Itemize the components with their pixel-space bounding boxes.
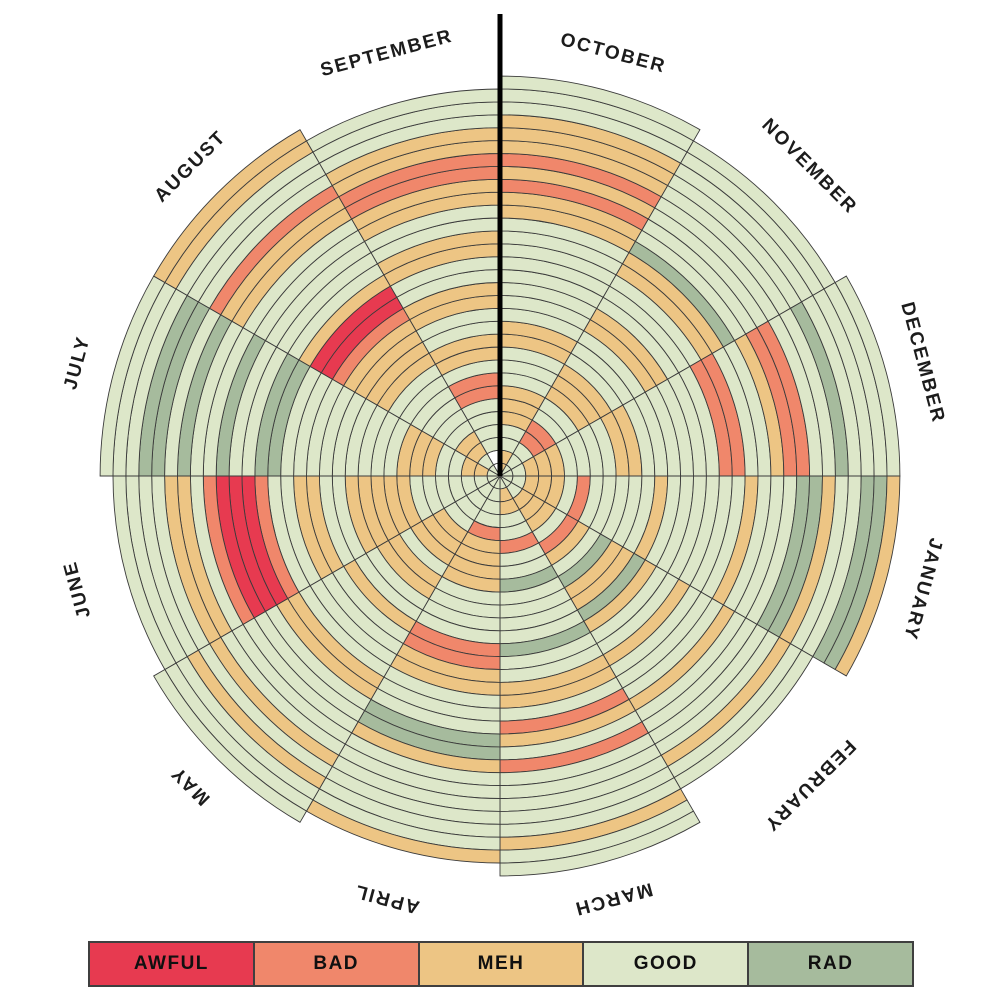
mood-legend: AWFUL BAD MEH GOOD RAD	[88, 941, 914, 987]
month-sector-december	[498, 275, 901, 477]
month-label-march: MARCH	[572, 878, 655, 919]
month-label-july: JULY	[60, 334, 94, 392]
month-label-january: JANUARY	[899, 536, 946, 643]
legend-item-awful: AWFUL	[90, 943, 255, 985]
legend-item-bad: BAD	[254, 943, 420, 985]
month-sector-may	[153, 474, 502, 823]
month-sector-august	[153, 129, 502, 478]
month-sector-september	[305, 88, 501, 478]
month-label-september: SEPTEMBER	[318, 26, 455, 82]
month-sector-march	[499, 474, 701, 877]
legend-label: GOOD	[633, 953, 698, 974]
month-label-december: DECEMBER	[896, 300, 949, 426]
month-label-april: APRIL	[352, 880, 422, 918]
month-sector-november	[498, 140, 836, 478]
day-cell	[834, 475, 901, 677]
month-sector-october	[499, 75, 701, 478]
month-label-june: JUNE	[60, 558, 95, 620]
legend-label: RAD	[807, 953, 854, 974]
month-label-may: MAY	[167, 761, 215, 809]
legend-item-good: GOOD	[584, 943, 750, 985]
legend-item-rad: RAD	[749, 943, 912, 985]
month-sector-july	[99, 275, 502, 477]
month-label-october: OCTOBER	[558, 29, 668, 77]
legend-label: AWFUL	[133, 953, 209, 974]
legend-label: MEH	[477, 953, 525, 974]
month-sector-april	[305, 474, 501, 864]
month-sector-february	[498, 474, 814, 790]
legend-item-meh: MEH	[419, 943, 585, 985]
month-sector-june	[112, 475, 502, 671]
month-sector-january	[498, 475, 901, 677]
legend-label: BAD	[313, 953, 360, 974]
month-label-february: FEBRUARY	[759, 735, 859, 835]
